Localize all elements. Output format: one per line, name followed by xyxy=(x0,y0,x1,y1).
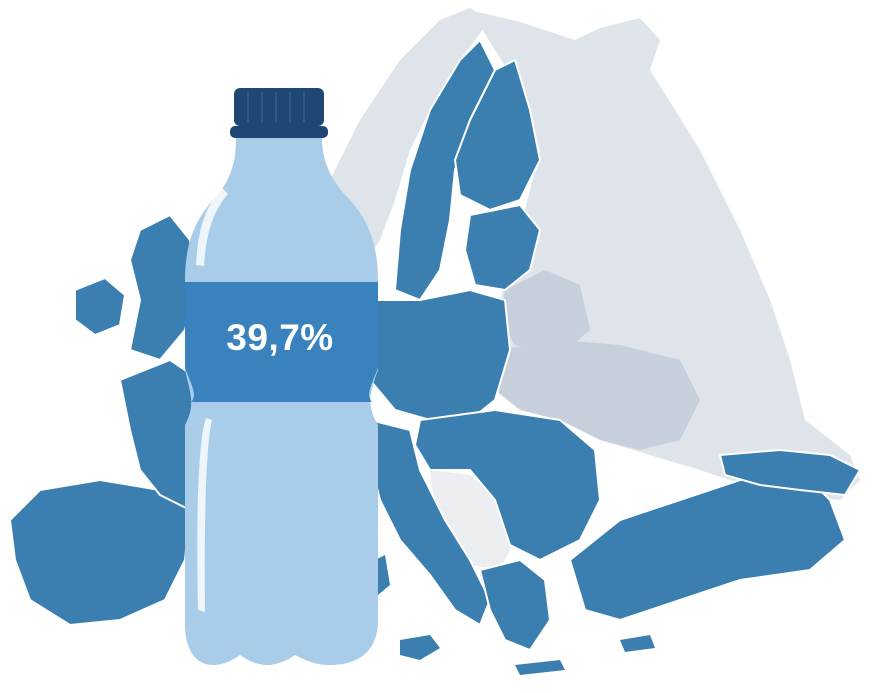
percentage-label: 39,7% xyxy=(226,317,334,358)
bottle-neck-ring xyxy=(230,126,328,138)
map-region-greece xyxy=(478,558,552,652)
map-region-iberia xyxy=(8,478,192,627)
map-region-turkey xyxy=(568,468,847,622)
map-region-ukraine xyxy=(495,340,700,450)
map-region-sicily xyxy=(400,635,440,660)
map-region-eastern-eu xyxy=(413,408,602,562)
map-region-ireland xyxy=(74,276,127,337)
map-region-baltics xyxy=(463,203,542,292)
map-region-crete xyxy=(515,660,565,675)
map-region-italy xyxy=(369,418,492,627)
map-region-uk xyxy=(128,213,197,362)
map-region-norway xyxy=(330,8,490,270)
bottle-cap-ridges xyxy=(247,92,305,122)
map-region-belarus xyxy=(500,270,590,355)
bottle-highlight xyxy=(197,418,212,612)
bottle-shoulder-highlight xyxy=(196,188,228,266)
bottle-cap xyxy=(234,88,324,126)
map-region-caucasus xyxy=(718,448,862,497)
map-region-finland xyxy=(453,58,542,212)
map-region-cyprus xyxy=(620,635,655,652)
bottle-label-band xyxy=(185,282,378,402)
